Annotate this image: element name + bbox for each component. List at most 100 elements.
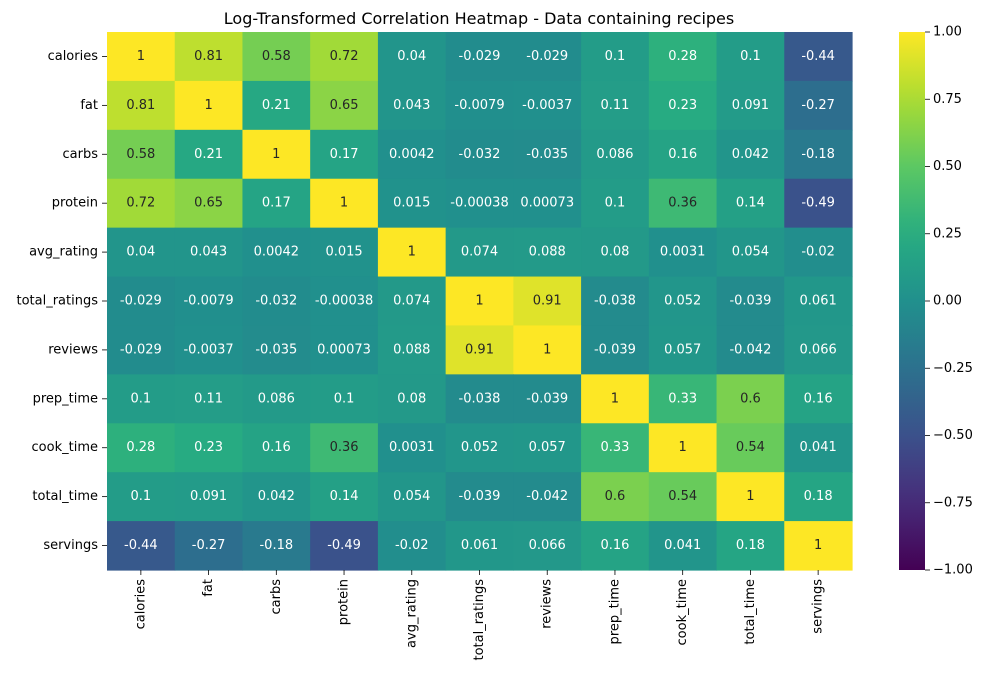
cell-value-label: 0.041 (664, 538, 701, 553)
heatmap-cell (716, 32, 785, 82)
heatmap-cell (377, 325, 447, 375)
heatmap-cell (174, 325, 244, 375)
colorbar-gradient (899, 32, 925, 570)
heatmap-cell (107, 374, 176, 424)
cell-value-label: -0.0079 (454, 98, 504, 113)
cell-value-label: 0.6 (605, 489, 626, 504)
y-tick-label: carbs (63, 147, 99, 162)
cell-value-label: 0.00073 (317, 342, 371, 357)
heatmap-cell (784, 276, 853, 327)
heatmap-cell (310, 129, 379, 180)
x-tick-label: total_ratings (472, 579, 487, 661)
cell-value-label: 0.81 (194, 49, 223, 64)
heatmap-cell (242, 80, 311, 131)
heatmap-cell (648, 80, 718, 131)
cell-value-label: 0.65 (194, 196, 223, 211)
heatmap-cell (174, 423, 244, 473)
x-tick-label: prep_time (607, 579, 622, 644)
colorbar-tick-label: 0.75 (933, 92, 962, 107)
cell-value-label: 0.14 (736, 196, 765, 211)
heatmap-cell (174, 521, 244, 571)
heatmap-cell (377, 276, 447, 327)
heatmap-cell (513, 129, 582, 180)
heatmap-cell (716, 227, 785, 278)
cell-value-label: 1 (679, 440, 687, 455)
cell-value-label: 0.11 (194, 391, 223, 406)
x-tick-label: protein (337, 579, 352, 625)
cell-value-label: -0.038 (459, 391, 501, 406)
heatmap-cell (445, 178, 514, 229)
heatmap-cell (445, 80, 514, 131)
heatmap-cell (581, 521, 650, 571)
heatmap-cell (581, 374, 650, 424)
cell-value-label: 0.043 (393, 98, 430, 113)
heatmap-cell (310, 32, 379, 82)
cell-value-label: 0.043 (190, 245, 227, 260)
cell-value-label: 0.1 (131, 489, 152, 504)
cell-value-label: 0.11 (600, 98, 629, 113)
cell-value-label: 0.061 (461, 538, 498, 553)
y-tick-label: prep_time (33, 391, 98, 406)
cell-value-label: 0.65 (330, 98, 359, 113)
heatmap-cell (377, 472, 447, 522)
x-tick-label: carbs (269, 579, 284, 615)
cell-value-label: 1 (408, 245, 416, 260)
heatmap-cell (648, 32, 718, 82)
heatmap-cell (310, 178, 379, 229)
cell-value-label: 0.052 (664, 294, 701, 309)
cell-value-label: 1 (814, 538, 822, 553)
heatmap-cell (242, 472, 311, 522)
cell-value-label: -0.49 (801, 196, 835, 211)
cell-value-label: 0.041 (800, 440, 837, 455)
cell-value-label: 0.23 (668, 98, 697, 113)
heatmap-cell (107, 32, 176, 82)
cell-value-label: -0.49 (327, 538, 361, 553)
cell-value-label: -0.029 (120, 294, 162, 309)
cell-value-label: -0.27 (192, 538, 226, 553)
heatmap-cell (513, 472, 582, 522)
heatmap-cell (242, 178, 311, 229)
x-tick-label: avg_rating (404, 579, 419, 648)
heatmap-cell (107, 521, 176, 571)
heatmap-cell (377, 227, 447, 278)
cell-value-label: 0.36 (668, 196, 697, 211)
chart-title: Log-Transformed Correlation Heatmap - Da… (224, 9, 734, 28)
colorbar-tick-label: −0.75 (933, 495, 973, 510)
cell-value-label: 0.91 (465, 342, 494, 357)
heatmap-cell (581, 129, 650, 180)
cell-value-label: 0.086 (596, 147, 633, 162)
y-tick-label: protein (52, 196, 98, 211)
heatmap-cell (107, 129, 176, 180)
cell-value-label: -0.039 (459, 489, 501, 504)
heatmap-cell (242, 423, 311, 473)
colorbar-tick-label: 1.00 (933, 25, 962, 40)
heatmap-cell (784, 227, 853, 278)
x-tick-label: servings (811, 579, 826, 634)
cell-value-label: -0.18 (801, 147, 835, 162)
heatmap-cell (513, 80, 582, 131)
heatmap-cell (648, 129, 718, 180)
cell-value-label: 0.091 (190, 489, 227, 504)
x-tick-label: fat (201, 579, 216, 597)
heatmap-cell (310, 374, 379, 424)
cell-value-label: 1 (543, 342, 551, 357)
heatmap-cell (310, 227, 379, 278)
cell-value-label: -0.029 (526, 49, 568, 64)
colorbar-tick-label: −0.50 (933, 428, 973, 443)
heatmap-cell (174, 276, 244, 327)
cell-value-label: 0.057 (529, 440, 566, 455)
cell-value-label: 1 (204, 98, 212, 113)
x-tick-label: reviews (540, 579, 555, 629)
heatmap-cell (784, 80, 853, 131)
cell-value-label: 0.066 (800, 342, 837, 357)
cell-value-label: -0.00038 (315, 294, 373, 309)
x-tick-label: calories (133, 579, 148, 630)
heatmap-cell (310, 472, 379, 522)
heatmap-cell (377, 374, 447, 424)
heatmap-cell (445, 423, 514, 473)
cell-value-label: 0.17 (330, 147, 359, 162)
cell-value-label: 0.91 (533, 294, 562, 309)
heatmap-cell (174, 472, 244, 522)
heatmap-cell (242, 129, 311, 180)
